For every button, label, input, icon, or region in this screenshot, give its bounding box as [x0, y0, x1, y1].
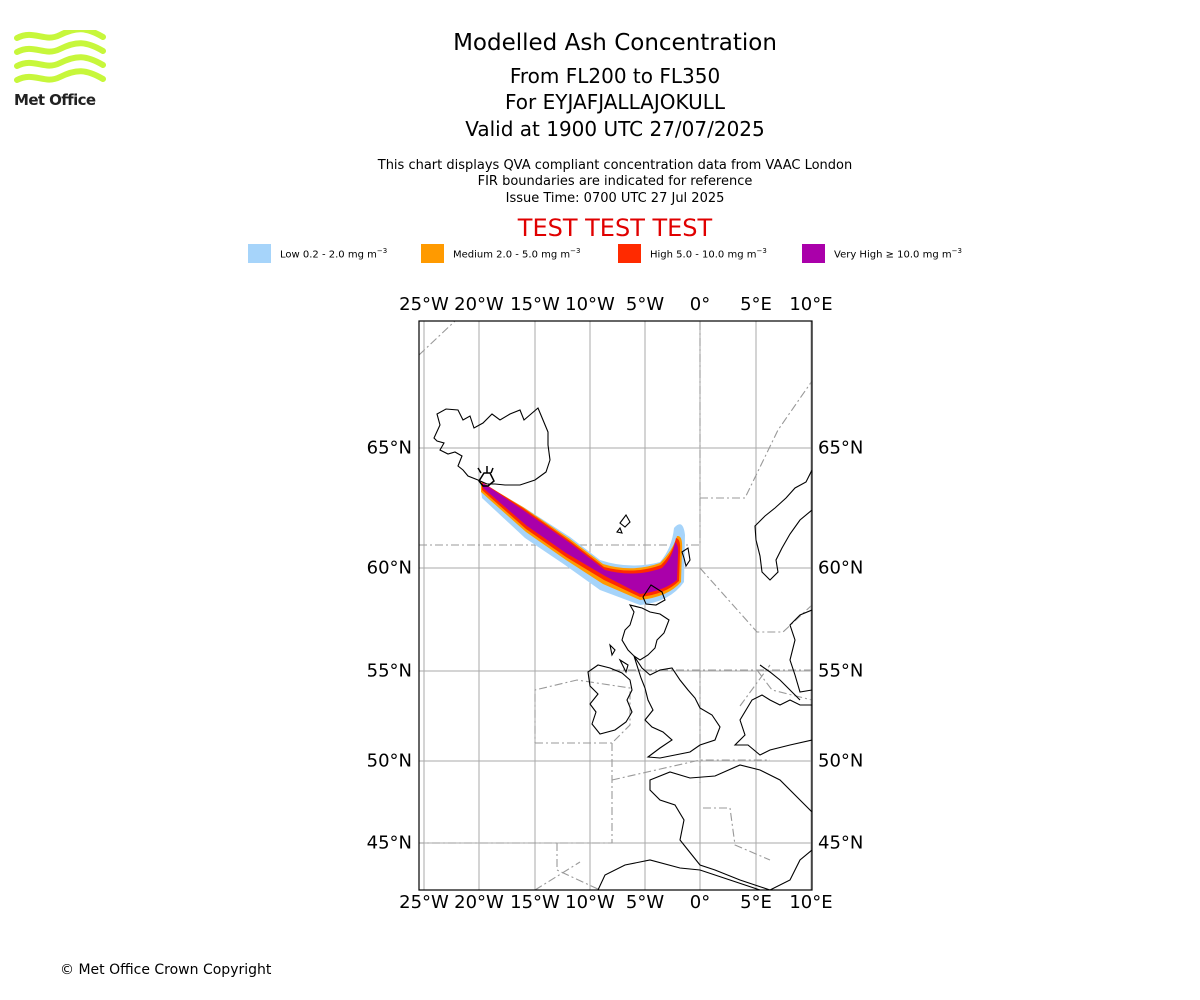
logo-wave-1 — [14, 30, 106, 41]
met-office-logo: Met Office — [14, 30, 106, 112]
legend-swatch-low — [248, 244, 271, 263]
test-banner: TEST TEST TEST — [517, 214, 713, 242]
fir-boundaries — [419, 321, 812, 890]
lon-tick-bottom-10e: 10°E — [789, 892, 833, 913]
met-office-waves-icon — [14, 30, 106, 83]
lon-tick-top-25w: 25°W — [399, 294, 449, 315]
lat-tick-left-55n: 55°N — [366, 660, 412, 682]
legend-label-low: Low 0.2 - 2.0 mg m−3 — [280, 246, 388, 261]
lon-tick-bottom-10w: 10°W — [565, 892, 615, 913]
legend-label-very-high: Very High ≥ 10.0 mg m−3 — [834, 246, 962, 261]
lat-tick-right-60n: 60°N — [818, 557, 864, 579]
valid-time-line: Valid at 1900 UTC 27/07/2025 — [465, 117, 765, 141]
lat-tick-right-45n: 45°N — [818, 832, 864, 854]
legend-item-high: High 5.0 - 10.0 mg m−3 — [618, 244, 767, 263]
lon-tick-top-5e: 5°E — [740, 294, 772, 315]
logo-wave-3 — [14, 54, 106, 69]
legend-label-medium: Medium 2.0 - 5.0 mg m−3 — [453, 246, 581, 261]
volcano-marker-icon — [477, 466, 495, 487]
lat-tick-right-50n: 50°N — [818, 750, 864, 772]
legend-item-medium: Medium 2.0 - 5.0 mg m−3 — [421, 244, 580, 263]
legend-label-high: High 5.0 - 10.0 mg m−3 — [650, 246, 767, 261]
map-frame — [418, 320, 813, 891]
lat-tick-left-65n: 65°N — [366, 437, 412, 459]
logo-wave-4 — [14, 68, 106, 83]
lon-tick-top-0: 0° — [689, 294, 711, 315]
info-line-fir: FIR boundaries are indicated for referen… — [477, 174, 753, 189]
lon-tick-top-20w: 20°W — [454, 294, 504, 315]
lon-tick-bottom-25w: 25°W — [399, 892, 449, 913]
logo-wave-2 — [14, 40, 106, 55]
lon-tick-top-10w: 10°W — [565, 294, 615, 315]
lon-tick-top-5w: 5°W — [625, 294, 665, 315]
lat-tick-left-50n: 50°N — [366, 750, 412, 772]
lon-tick-bottom-15w: 15°W — [510, 892, 560, 913]
legend-swatch-high — [618, 244, 641, 263]
lon-tick-bottom-0: 0° — [689, 892, 711, 913]
legend-swatch-very-high — [802, 244, 825, 263]
ash-plume — [480, 482, 685, 605]
info-line-qva: This chart displays QVA compliant concen… — [377, 158, 853, 173]
coastlines — [433, 407, 812, 890]
info-line-issue-time: Issue Time: 0700 UTC 27 Jul 2025 — [505, 191, 725, 206]
lat-tick-left-45n: 45°N — [366, 832, 412, 854]
lon-tick-bottom-5w: 5°W — [625, 892, 665, 913]
lat-tick-right-65n: 65°N — [818, 437, 864, 459]
copyright-notice: © Met Office Crown Copyright — [60, 962, 272, 978]
legend-item-very-high: Very High ≥ 10.0 mg m−3 — [802, 244, 962, 263]
legend-swatch-medium — [421, 244, 444, 263]
lat-tick-left-60n: 60°N — [366, 557, 412, 579]
logo-text: Met Office — [14, 91, 96, 109]
legend-item-low: Low 0.2 - 2.0 mg m−3 — [248, 244, 387, 263]
lon-tick-bottom-20w: 20°W — [454, 892, 504, 913]
chart-title: Modelled Ash Concentration — [453, 30, 777, 56]
lon-tick-top-10e: 10°E — [789, 294, 833, 315]
volcano-line: For EYJAFJALLAJOKULL — [505, 90, 725, 114]
lon-tick-bottom-5e: 5°E — [740, 892, 772, 913]
graticule — [419, 321, 812, 890]
lat-tick-right-55n: 55°N — [818, 660, 864, 682]
lon-tick-top-15w: 15°W — [510, 294, 560, 315]
flight-level-line: From FL200 to FL350 — [509, 64, 721, 88]
